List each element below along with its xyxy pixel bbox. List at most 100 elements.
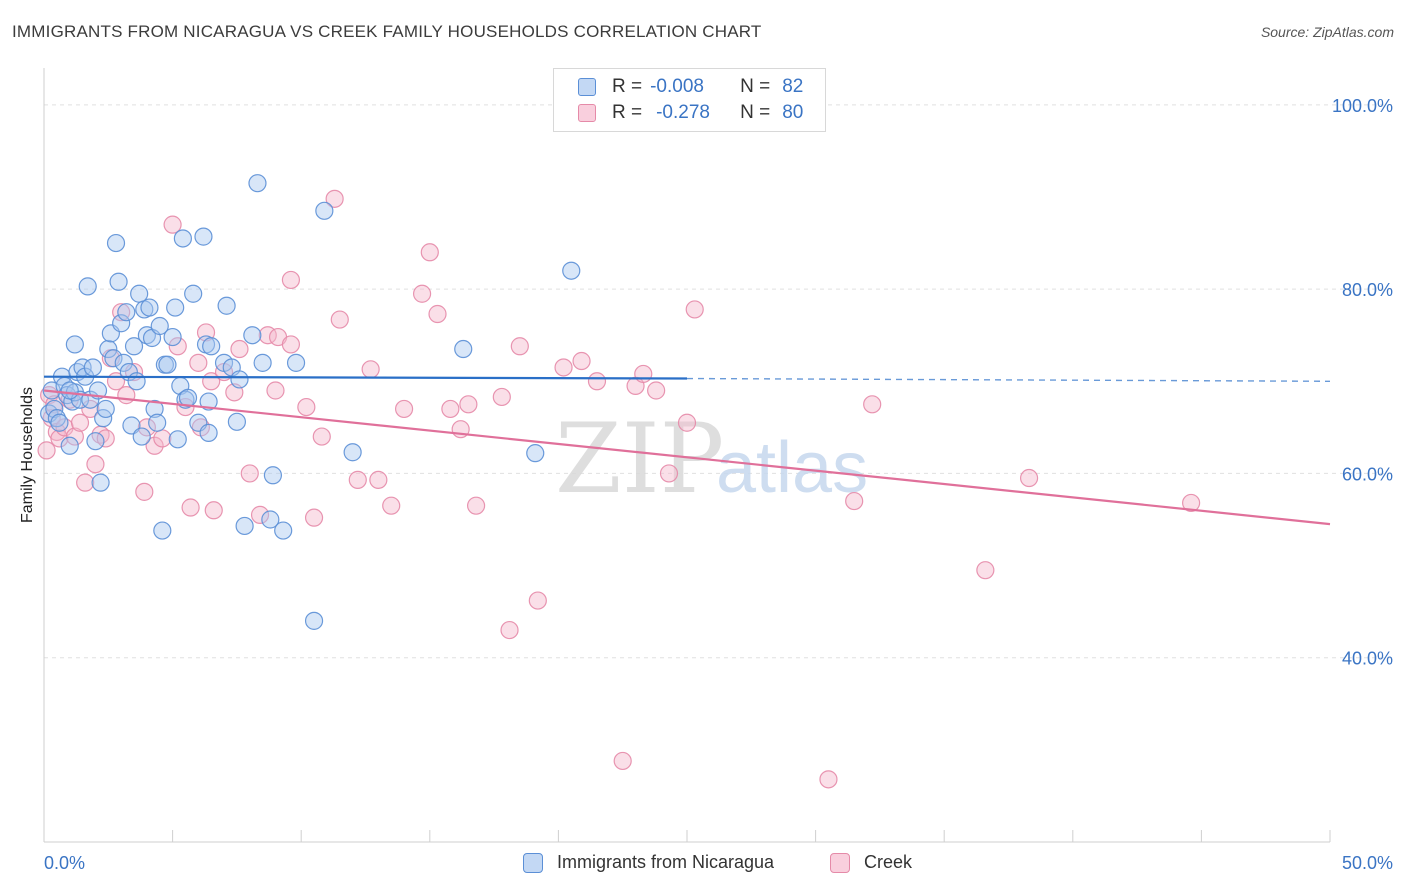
creek-point: [37, 441, 56, 460]
creek-point: [266, 381, 285, 400]
nicaragua-point: [109, 272, 128, 291]
nicaragua-point: [99, 339, 118, 359]
nicaragua-point: [145, 399, 164, 419]
nicaragua-point: [166, 298, 185, 317]
x-tick-label: 50.0%: [1342, 853, 1393, 873]
nicaragua-point: [248, 174, 267, 193]
nicaragua-point: [127, 372, 146, 391]
creek-point: [240, 464, 259, 483]
nicaragua-point: [158, 355, 177, 374]
nicaragua-point: [153, 521, 172, 540]
creek-point: [50, 429, 69, 448]
nicaragua-point: [562, 261, 581, 280]
nicaragua-point: [106, 233, 126, 253]
legend-label: Immigrants from Nicaragua: [557, 852, 775, 872]
nicaragua-point: [286, 353, 306, 372]
nicaragua-points: [40, 174, 581, 630]
n-label: N =: [740, 102, 771, 123]
creek-point: [634, 364, 653, 384]
n-value: 80: [782, 102, 804, 123]
series-legend: Immigrants from Nicaragua Creek: [0, 852, 1406, 878]
creek-point: [819, 770, 838, 789]
creek-point: [572, 351, 591, 371]
tick-labels: 100.0% 80.0% 60.0% 40.0% 0.0% 50.0%: [44, 96, 1393, 873]
nicaragua-point: [261, 510, 280, 529]
nicaragua-point: [168, 430, 187, 449]
chart-title: IMMIGRANTS FROM NICARAGUA VS CREEK FAMIL…: [12, 22, 762, 41]
creek-point: [81, 399, 100, 419]
creek-point: [45, 395, 64, 414]
legend-label: Creek: [864, 852, 913, 872]
creek-point: [348, 470, 367, 489]
creek-point: [281, 270, 301, 290]
nicaragua-point: [184, 284, 203, 303]
creek-point: [1019, 468, 1039, 488]
nicaragua-point: [150, 316, 169, 336]
creek-point: [361, 360, 380, 379]
nicaragua-point: [137, 326, 156, 345]
creek-point: [189, 353, 208, 372]
legend-item-nicaragua[interactable]: Immigrants from Nicaragua: [523, 852, 774, 873]
creek-point: [976, 561, 995, 580]
nicaragua-point: [83, 358, 102, 377]
nicaragua-point: [140, 298, 159, 317]
creek-point: [325, 189, 344, 208]
creek-point: [1182, 493, 1201, 513]
creek-point: [297, 397, 316, 417]
creek-point: [168, 337, 187, 356]
nicaragua-point: [112, 314, 131, 333]
legend-row-creek: R = -0.278 N = 80: [578, 101, 803, 125]
x-tick-label: 0.0%: [44, 853, 85, 873]
nicaragua-point: [91, 473, 110, 492]
nicaragua-point: [96, 399, 115, 419]
n-value: 82: [782, 76, 804, 97]
creek-point: [500, 620, 519, 640]
nicaragua-point: [50, 413, 69, 432]
y-tick-label: 60.0%: [1342, 464, 1393, 484]
creek-point: [369, 470, 388, 489]
y-tick-label: 100.0%: [1332, 96, 1393, 116]
creek-point: [163, 215, 182, 234]
creek-point: [76, 473, 95, 492]
creek-point: [587, 372, 607, 391]
nicaragua-point: [104, 349, 123, 368]
r-value: -0.278: [656, 102, 710, 123]
nicaragua-point: [124, 337, 144, 356]
creek-point: [510, 337, 529, 356]
nicaragua-point: [304, 611, 324, 630]
nicaragua-point: [243, 326, 262, 345]
creek-point: [459, 395, 478, 414]
nicaragua-point: [132, 427, 151, 446]
creek-point: [845, 491, 864, 511]
nicaragua-point: [454, 339, 473, 359]
nicaragua-point: [148, 413, 167, 432]
creek-point: [554, 358, 573, 377]
creek-point: [304, 508, 324, 527]
creek-point: [330, 310, 349, 329]
creek-point: [70, 413, 90, 432]
nicaragua-point: [199, 392, 218, 411]
r-label: R =: [612, 76, 643, 97]
nicaragua-point: [194, 227, 213, 246]
legend-item-creek[interactable]: Creek: [830, 852, 912, 873]
nicaragua-point: [60, 436, 79, 455]
nicaragua-point: [163, 327, 182, 347]
creek-point: [466, 496, 486, 515]
nicaragua-point: [60, 381, 79, 400]
nicaragua-trend-extension: [686, 377, 1331, 382]
nicaragua-point: [343, 443, 362, 462]
legend-swatch-blue: [523, 852, 543, 873]
legend-swatch-pink: [578, 104, 596, 122]
creek-point: [863, 395, 882, 414]
creek-point: [428, 304, 447, 324]
creek-point: [647, 381, 666, 400]
trend-lines: [43, 375, 1331, 526]
y-tick-label: 80.0%: [1342, 280, 1393, 300]
creek-point: [382, 496, 401, 515]
nicaragua-point: [202, 337, 221, 356]
nicaragua-point: [263, 466, 283, 485]
nicaragua-point: [230, 370, 249, 389]
source-credit: Source: ZipAtlas.com: [1260, 24, 1394, 40]
creek-point: [281, 335, 301, 354]
